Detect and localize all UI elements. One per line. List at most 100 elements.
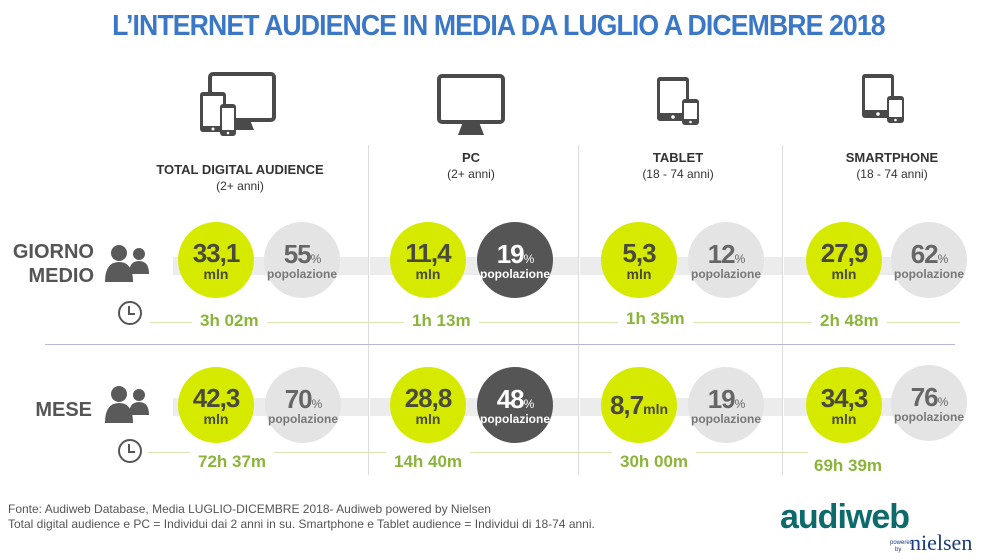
population-label: popolazione — [691, 411, 761, 426]
population-percent: 12 — [707, 238, 736, 269]
audience-unit: mln — [415, 410, 441, 427]
percent-sign: % — [523, 396, 535, 411]
population-label: popolazione — [691, 266, 761, 281]
percent-sign: % — [310, 251, 322, 266]
clock-icon — [118, 301, 142, 325]
tablet-phone-icon — [862, 74, 904, 123]
column-divider — [578, 145, 579, 475]
population-circle: 62% popolazione — [891, 222, 967, 298]
column-subtitle: (2+ anni) — [216, 179, 264, 193]
people-icon — [105, 386, 149, 423]
column-title: TOTAL DIGITAL AUDIENCE — [156, 162, 324, 177]
column-subtitle: (18 - 74 anni) — [642, 167, 714, 181]
audience-unit: mln — [831, 265, 857, 282]
audiweb-nielsen-logo: audiweb powered by nielsen — [780, 498, 990, 558]
column-divider — [782, 145, 783, 475]
population-circle: 12% popolazione — [688, 222, 764, 298]
population-percent: 48 — [496, 383, 525, 414]
audience-circle: 33,1 mln — [178, 222, 254, 298]
percent-sign: % — [311, 396, 323, 411]
column-title: TABLET — [652, 150, 704, 165]
time-value: 69h 39m — [806, 456, 891, 476]
audience-value: 27,9 — [820, 237, 869, 268]
row-label-line1: GIORNO — [12, 241, 94, 263]
population-percent: 19 — [496, 238, 525, 269]
population-circle: 48% popolazione — [477, 367, 553, 443]
audience-value: 5,3 — [622, 237, 656, 268]
audience-circle: 11,4 mln — [390, 222, 466, 298]
audience-circle: 34,3 mln — [806, 367, 882, 443]
population-label: popolazione — [480, 266, 550, 281]
column-header-total-digital: TOTAL DIGITAL AUDIENCE (2+ anni) — [130, 162, 350, 193]
audience-unit: mln — [831, 410, 857, 427]
population-percent: 55 — [283, 238, 312, 269]
audience-value: 42,3 — [192, 382, 241, 413]
audience-unit: mln — [415, 265, 441, 282]
powered-text: powered — [890, 540, 914, 546]
row-label-line2: MEDIO — [28, 265, 94, 287]
audience-value: 33,1 — [192, 237, 241, 268]
time-line — [148, 452, 808, 453]
time-value: 30h 00m — [612, 452, 697, 472]
column-header-smartphone: SMARTPHONE (18 - 74 anni) — [782, 150, 1000, 181]
audience-unit: mln — [203, 265, 229, 282]
column-subtitle: (2+ anni) — [447, 167, 495, 181]
powered-by-text: powered by — [890, 540, 913, 554]
time-value: 2h 48m — [812, 311, 887, 331]
percent-sign: % — [734, 251, 746, 266]
time-value: 14h 40m — [386, 452, 471, 472]
audience-value: 8,7 — [609, 390, 644, 420]
nielsen-logo-text: nielsen — [910, 530, 973, 555]
population-percent: 19 — [707, 383, 736, 414]
by-text: by — [895, 547, 902, 553]
people-icon — [105, 245, 149, 282]
audience-unit: mln — [643, 401, 669, 417]
page-title: L’INTERNET AUDIENCE IN MEDIA DA LUGLIO A… — [112, 10, 885, 42]
time-line — [150, 322, 960, 323]
population-label: popolazione — [480, 411, 550, 426]
audience-value: 34,3 — [820, 382, 869, 413]
population-label: popolazione — [894, 409, 964, 424]
column-header-pc: PC (2+ anni) — [361, 150, 581, 181]
row-label-line1: MESE — [35, 399, 92, 421]
population-circle: 70% popolazione — [265, 367, 341, 443]
population-label: popolazione — [268, 411, 338, 426]
percent-sign: % — [523, 251, 535, 266]
row-label-mese: MESE — [8, 398, 92, 422]
definition-line: Total digital audience e PC = Individui … — [8, 517, 595, 531]
population-circle: 76% popolazione — [891, 365, 967, 441]
audience-circle: 27,9 mln — [806, 222, 882, 298]
desktop-monitor-icon — [437, 74, 505, 135]
percent-sign: % — [937, 251, 949, 266]
column-subtitle: (18 - 74 anni) — [856, 167, 928, 181]
population-percent: 76 — [910, 381, 939, 412]
percent-sign: % — [937, 394, 949, 409]
audience-circle: 5,3 mln — [601, 222, 677, 298]
tablet-phone-icon — [657, 77, 699, 125]
audience-unit: mln — [626, 265, 652, 282]
time-value: 1h 35m — [618, 309, 693, 329]
audience-circle: 8,7mln — [601, 367, 677, 443]
population-circle: 19% popolazione — [688, 367, 764, 443]
column-divider — [368, 145, 369, 475]
audience-unit: mln — [203, 410, 229, 427]
audience-value: 28,8 — [404, 382, 453, 413]
audiweb-logo-text: audiweb — [780, 498, 910, 536]
source-note: Fonte: Audiweb Database, Media LUGLIO-DI… — [8, 502, 595, 532]
multi-device-icon — [200, 72, 276, 136]
time-value: 3h 02m — [192, 311, 267, 331]
column-title: PC — [461, 150, 481, 165]
audience-value: 11,4 — [405, 237, 451, 268]
percent-sign: % — [734, 396, 746, 411]
row-divider — [45, 344, 955, 345]
source-line: Fonte: Audiweb Database, Media LUGLIO-DI… — [8, 502, 491, 516]
clock-icon — [118, 439, 142, 463]
population-percent: 70 — [284, 383, 313, 414]
audience-circle: 28,8 mln — [390, 367, 466, 443]
population-circle: 19% popolazione — [477, 222, 553, 298]
time-value: 1h 13m — [404, 311, 479, 331]
row-label-giorno-medio: GIORNO MEDIO — [8, 240, 94, 288]
audience-circle: 42,3 mln — [178, 367, 254, 443]
column-title: SMARTPHONE — [845, 150, 939, 165]
population-label: popolazione — [894, 266, 964, 281]
